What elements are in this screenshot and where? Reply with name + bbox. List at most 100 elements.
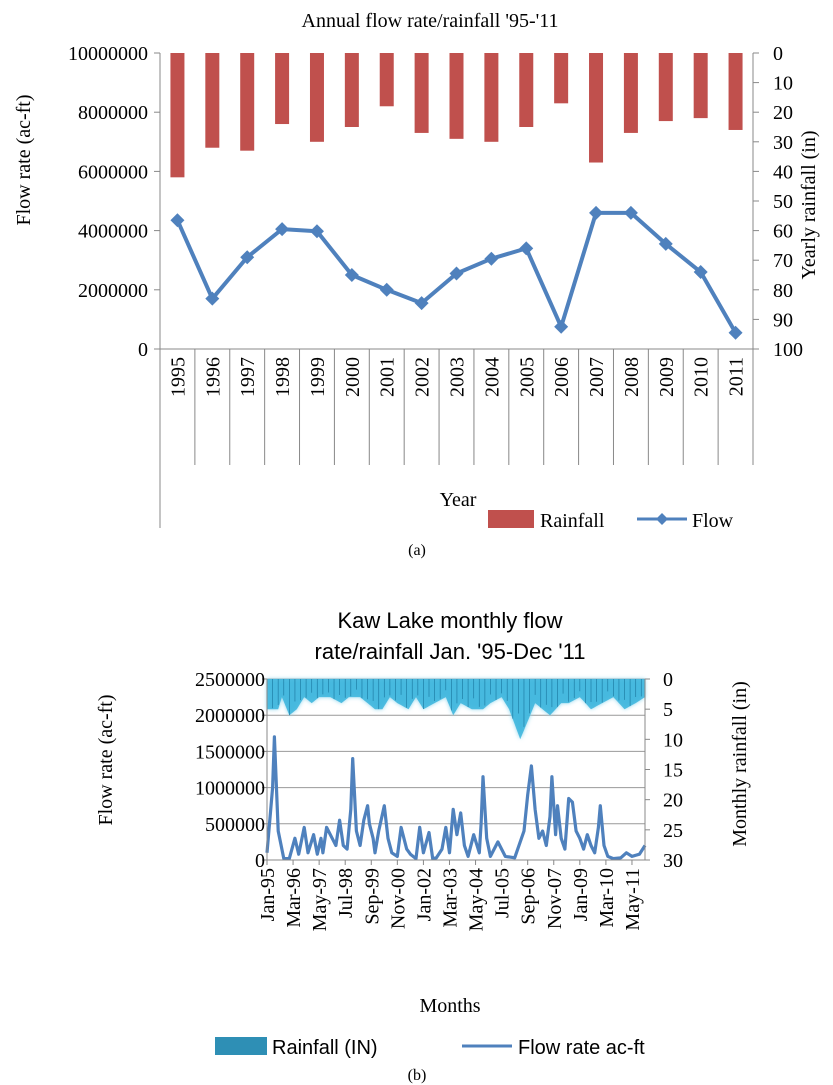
legend-rainfall-in-swatch <box>215 1037 267 1055</box>
monthly-chart: Kaw Lake monthly flow rate/rainfall Jan.… <box>95 608 751 1084</box>
chart-a-y-axis-label: Flow rate (ac-ft) <box>13 94 35 225</box>
chart-b-x-tick-label: Mar-03 <box>439 868 461 928</box>
chart-b-rainfall-bars <box>266 679 645 740</box>
chart-a-x-ticks: 1995 1996 1997 1998 1999 2000 2001 2002 2003 2004… <box>167 357 747 397</box>
chart-a-rainfall-bar <box>693 53 708 119</box>
chart-a-y-tick-label: 6000000 <box>78 161 148 183</box>
chart-a-flow-point <box>519 241 534 256</box>
chart-a-rainfall-bar <box>658 53 673 122</box>
chart-a-x-tick-label: 2001 <box>377 357 399 397</box>
chart-b-x-tick-label: Jul-05 <box>492 868 514 918</box>
chart-b-title-line-2: rate/rainfall Jan. '95-Dec '11 <box>315 639 586 664</box>
chart-b-x-tick-label: Jan-09 <box>570 868 592 921</box>
legend-rainfall-in-label: Rainfall (IN) <box>272 1037 378 1059</box>
legend-flow-label: Flow <box>692 510 734 532</box>
chart-b-flow-polyline <box>265 735 647 861</box>
chart-b-title-line-1: Kaw Lake monthly flow <box>338 608 563 633</box>
chart-b-y-tick-label: 1000000 <box>195 778 265 800</box>
chart-a-x-tick-label: 1996 <box>202 357 224 397</box>
chart-a-y2-tick-label: 20 <box>773 102 793 124</box>
chart-b-y-ticks: 0 500000 1000000 1500000 2000000 2500000 <box>195 669 267 872</box>
chart-a-axes <box>159 53 754 528</box>
chart-a-flow-point <box>658 236 673 251</box>
chart-a-rainfall-bar <box>449 53 464 139</box>
chart-a-x-tick-label: 2009 <box>656 357 678 397</box>
chart-a-flow-point <box>275 222 290 237</box>
chart-b-x-tick-label: May-04 <box>466 868 488 931</box>
chart-b-x-axis-label: Months <box>419 995 480 1017</box>
chart-a-x-tick-label: 2004 <box>481 357 503 397</box>
chart-a-y-tick-label: 0 <box>138 339 148 361</box>
legend-flow-marker <box>656 513 668 525</box>
chart-a-y2-tick-label: 70 <box>773 250 793 272</box>
chart-a-flow-point <box>693 265 708 280</box>
chart-a-flow-point <box>484 251 499 266</box>
chart-b-x-tick-label: Mar-10 <box>596 868 618 928</box>
chart-a-rainfall-bar <box>344 53 359 127</box>
chart-b-y2-tick-label: 25 <box>663 820 683 842</box>
chart-a-x-tick-label: 2006 <box>551 357 573 397</box>
chart-b-x-tick-label: Nov-07 <box>544 868 566 929</box>
annual-chart: Annual flow rate/rainfall '95-'11 Flow r… <box>13 10 820 559</box>
chart-a-rainfall-bar <box>379 53 394 107</box>
chart-b-y2-tick-label: 0 <box>663 669 673 691</box>
chart-b-y2-tick-label: 30 <box>663 850 683 872</box>
chart-b-x-ticks: Jan-95 Mar-96 May-97 Jul-98 Sep-99 Nov-00 Jan-… <box>257 860 644 931</box>
chart-a-x-tick-label: 1998 <box>272 357 294 397</box>
chart-a-rainfall-bar <box>205 53 220 148</box>
chart-a-legend: Rainfall Flow <box>488 510 734 532</box>
chart-b-y-tick-label: 2000000 <box>195 705 265 727</box>
chart-b-y2-tick-label: 15 <box>663 760 683 782</box>
chart-a-flow-point <box>554 319 569 334</box>
chart-a-y-tick-label: 8000000 <box>78 102 148 124</box>
chart-a-flow-point <box>449 266 464 281</box>
chart-a-x-tick-label: 2003 <box>447 357 469 397</box>
chart-a-y2-tick-label: 50 <box>773 191 793 213</box>
chart-b-x-tick-label: Nov-00 <box>387 868 409 929</box>
chart-a-y2-tick-label: 30 <box>773 132 793 154</box>
chart-a-flow-point <box>170 213 185 228</box>
chart-a-rainfall-bar <box>484 53 499 142</box>
chart-a-y2-axis-label: Yearly rainfall (in) <box>798 130 820 279</box>
chart-a-rainfall-bar <box>589 53 604 163</box>
chart-a-rainfall-bar <box>554 53 569 104</box>
chart-b-rainfall-area <box>267 679 645 740</box>
chart-a-rainfall-bar <box>519 53 534 127</box>
chart-a-x-axis-label: Year <box>440 489 477 511</box>
chart-a-rainfall-bars <box>170 53 743 178</box>
chart-b-y-tick-label: 1500000 <box>195 741 265 763</box>
chart-b-y2-tick-label: 10 <box>663 729 683 751</box>
chart-a-x-tick-label: 1995 <box>167 357 189 397</box>
chart-a-rainfall-bar <box>623 53 638 133</box>
chart-a-flow-point <box>589 205 604 220</box>
chart-b-y2-ticks: 0 5 10 15 20 25 30 <box>645 669 683 872</box>
caption-a: (a) <box>408 542 426 559</box>
chart-b-y-tick-label: 2500000 <box>195 669 265 691</box>
chart-a-x-tick-label: 2008 <box>621 357 643 397</box>
chart-a-rainfall-bar <box>170 53 185 178</box>
chart-b-y2-axis-label: Monthly rainfall (in) <box>729 681 751 847</box>
chart-a-title: Annual flow rate/rainfall '95-'11 <box>302 10 559 32</box>
chart-a-rainfall-bar <box>275 53 290 125</box>
chart-a-y-ticks: 0 2000000 4000000 6000000 8000000 10000000 <box>68 43 160 361</box>
chart-a-y2-tick-label: 60 <box>773 221 793 243</box>
chart-a-rainfall-bar <box>240 53 255 151</box>
chart-b-x-tick-label: May-11 <box>622 868 644 931</box>
chart-a-x-tick-label: 2007 <box>586 357 608 397</box>
chart-b-x-tick-label: Jan-02 <box>413 868 435 921</box>
chart-a-y2-tick-label: 80 <box>773 280 793 302</box>
chart-a-x-tick-label: 1999 <box>307 357 329 397</box>
chart-a-rainfall-bar <box>309 53 324 142</box>
chart-b-y2-tick-label: 5 <box>663 699 673 721</box>
chart-b-flow-line <box>265 735 647 861</box>
chart-a-x-tick-label: 2002 <box>412 357 434 397</box>
chart-b-y-tick-label: 500000 <box>205 814 265 836</box>
chart-a-y-tick-label: 10000000 <box>68 43 148 65</box>
chart-a-flow-line <box>170 205 743 340</box>
legend-rainfall-swatch <box>488 510 534 528</box>
chart-b-x-tick-label: Jan-95 <box>257 868 279 921</box>
chart-a-y2-tick-label: 40 <box>773 161 793 183</box>
chart-a-x-tick-label: 1997 <box>237 357 259 397</box>
chart-b-x-tick-label: May-97 <box>309 868 331 931</box>
